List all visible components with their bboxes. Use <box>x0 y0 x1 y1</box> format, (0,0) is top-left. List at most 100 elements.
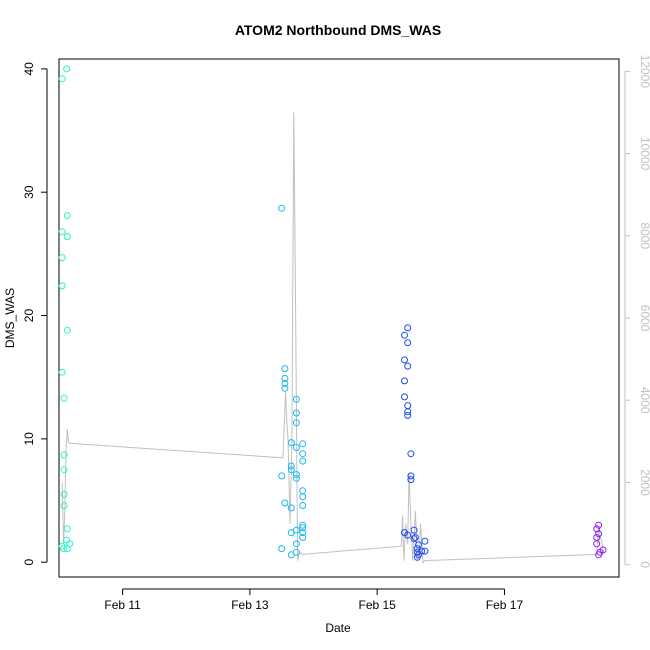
y2-tick-label: 12000 <box>638 55 650 89</box>
data-point <box>278 472 286 480</box>
y2-tick-label: 8000 <box>638 222 650 249</box>
data-point <box>281 374 289 382</box>
y-tick-label: 40 <box>22 62 36 76</box>
data-point <box>60 394 68 402</box>
data-point <box>415 541 422 549</box>
data-point <box>292 444 300 451</box>
data-point <box>287 529 295 537</box>
data-point <box>299 450 307 458</box>
data-point <box>292 395 300 403</box>
line-series <box>61 112 605 564</box>
y2-tick-label: 10000 <box>638 137 650 171</box>
data-point <box>58 254 66 262</box>
data-point <box>413 553 421 561</box>
data-point <box>404 339 412 347</box>
data-point <box>410 535 418 543</box>
y-axis-label: DMS_WAS <box>3 288 17 348</box>
data-point <box>299 457 307 465</box>
data-point <box>299 534 307 541</box>
data-point <box>278 545 286 553</box>
data-point <box>287 504 295 512</box>
data-point <box>595 551 603 559</box>
data-point <box>292 419 300 427</box>
right-axis-line-series <box>61 112 605 564</box>
y2-tick-label: 6000 <box>638 305 650 332</box>
data-point <box>63 525 71 533</box>
data-point <box>63 545 71 553</box>
y-tick-label: 30 <box>22 185 36 199</box>
data-point <box>404 531 412 539</box>
y2-tick-label: 0 <box>638 561 650 568</box>
data-point <box>299 502 307 509</box>
data-point <box>63 233 71 241</box>
y-tick-label: 20 <box>22 309 36 323</box>
data-point <box>60 502 68 509</box>
data-point <box>58 282 66 290</box>
x-tick-label: Feb 13 <box>231 598 269 612</box>
data-point <box>407 450 415 458</box>
data-point <box>299 493 307 501</box>
data-point <box>421 537 429 545</box>
axes: 0 10 20 30 40 Feb 11 Feb 13 Feb 15 Feb 17 0 2000 40… <box>22 55 650 612</box>
data-point <box>407 476 415 484</box>
data-point <box>404 408 412 416</box>
data-point <box>63 326 71 334</box>
data-point <box>595 521 603 529</box>
data-point <box>421 547 429 555</box>
data-point <box>404 411 412 419</box>
data-point <box>401 377 408 385</box>
data-point <box>292 540 300 548</box>
data-point <box>287 462 295 470</box>
data-point <box>299 524 307 532</box>
data-point <box>299 521 307 529</box>
data-point <box>281 379 289 387</box>
data-point <box>281 499 289 507</box>
data-point <box>63 212 71 220</box>
data-point <box>595 530 603 538</box>
y-tick-label: 10 <box>22 432 36 446</box>
data-point <box>593 534 601 541</box>
data-point <box>60 466 68 474</box>
data-point <box>287 439 295 447</box>
data-point <box>401 356 408 364</box>
data-point <box>58 228 66 236</box>
x-tick-label: Feb 15 <box>359 598 397 612</box>
data-point <box>411 534 419 541</box>
scatter-points <box>58 65 607 561</box>
x-tick-label: Feb 17 <box>486 598 524 612</box>
data-point <box>281 384 289 392</box>
data-point <box>58 75 66 83</box>
data-point <box>58 368 66 376</box>
y2-tick-label: 4000 <box>638 387 650 414</box>
data-point <box>287 551 295 559</box>
data-point <box>60 490 68 498</box>
data-point <box>292 474 300 482</box>
y2-tick-label: 2000 <box>638 469 650 496</box>
chart-title: ATOM2 Northbound DMS_WAS <box>235 22 441 38</box>
data-point <box>404 362 412 370</box>
data-point <box>60 451 68 459</box>
data-point <box>401 393 408 401</box>
data-point <box>63 65 71 73</box>
plot-frame <box>58 58 620 578</box>
data-point <box>299 487 307 495</box>
y-tick-label: 0 <box>22 559 36 566</box>
data-point <box>404 324 412 332</box>
data-point <box>407 472 415 480</box>
x-tick-label: Feb 11 <box>104 598 141 612</box>
data-point <box>593 540 601 548</box>
data-point <box>299 440 307 448</box>
data-point <box>292 471 300 479</box>
data-point <box>63 536 71 544</box>
data-point <box>287 466 295 474</box>
data-point <box>299 529 307 537</box>
data-point <box>278 204 286 212</box>
x-axis-label: Date <box>325 621 351 635</box>
data-point <box>410 526 418 534</box>
data-point <box>401 331 408 339</box>
data-point <box>292 409 300 417</box>
data-point <box>60 545 67 553</box>
data-point <box>404 402 412 410</box>
data-point <box>281 365 289 373</box>
